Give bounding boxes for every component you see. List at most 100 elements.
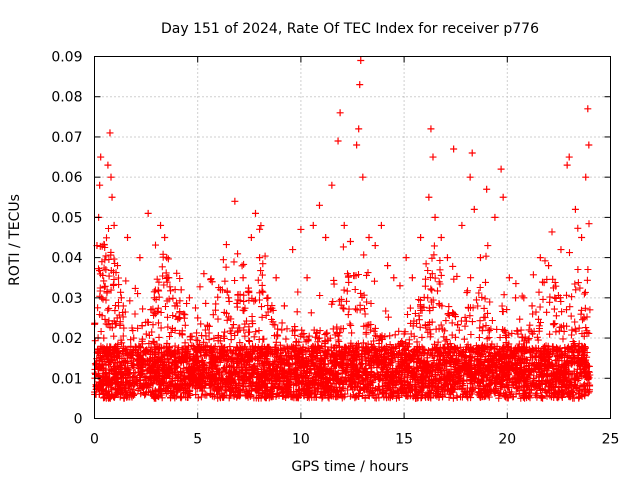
x-tick-label: 20 [498,432,516,448]
data-point-cloud [91,220,594,402]
data-point [247,234,255,241]
data-point [545,262,553,270]
data-point [272,274,280,282]
data-point [289,246,297,254]
y-tick-label: 0.06 [51,170,82,186]
data-point [322,234,330,241]
data-point [377,221,385,229]
data-point [584,105,592,113]
data-point [483,185,491,193]
data-points [91,57,594,402]
data-point [328,181,336,189]
data-point [468,149,476,157]
data-point [355,125,363,133]
data-point [256,254,264,262]
data-point [458,221,466,229]
data-point [353,141,361,149]
y-tick-label: 0.04 [51,251,82,267]
y-tick-label: 0.03 [51,291,82,307]
data-point [346,238,354,246]
data-point [303,274,311,282]
data-point [450,145,458,153]
data-point [194,314,202,322]
data-point [425,193,433,201]
y-tick-label: 0.07 [51,130,82,146]
data-point [200,270,208,278]
data-point [309,221,317,229]
data-point [177,286,185,294]
y-axis-label: ROTI / TECUs [7,194,23,286]
x-tick-label: 0 [90,432,99,448]
x-tick-label: 15 [395,432,413,448]
y-tick-label: 0.02 [51,331,82,347]
x-tick-label: 25 [602,432,620,448]
data-point [334,137,342,145]
data-point [429,153,437,161]
y-tick-label: 0 [74,412,83,428]
data-point [136,254,144,262]
data-point [239,274,247,282]
data-point [427,125,435,133]
data-point [96,181,104,189]
plot-frame [94,56,611,419]
data-point [582,173,590,181]
chart-title: Day 151 of 2024, Rate Of TEC Index for r… [161,21,539,37]
data-point [585,141,593,149]
data-point [336,109,344,117]
data-point [117,294,125,302]
data-point [365,234,373,241]
data-point [443,254,451,262]
data-point [157,221,165,229]
data-point [499,193,507,201]
data-point [476,254,484,262]
x-tick-label: 5 [193,432,202,448]
data-point [536,254,544,262]
data-point [470,205,478,213]
data-point [520,294,528,302]
data-point [340,221,348,229]
x-axis-label: GPS time / hours [291,459,408,475]
data-point [505,274,513,282]
data-point [371,242,379,250]
data-point [106,129,114,137]
grid-lines [94,56,611,419]
data-point [357,57,365,65]
data-point [264,294,272,302]
data-point [161,234,169,241]
x-tick-label: 10 [292,432,310,448]
data-point [107,173,115,181]
data-point [557,246,565,254]
data-point [408,274,416,282]
data-point [466,173,474,181]
data-point [356,81,364,89]
data-point [396,282,404,290]
data-point [231,197,239,205]
data-point [384,262,392,270]
data-point [124,234,132,241]
data-point [144,209,152,217]
y-tick-label: 0.01 [51,371,82,387]
data-point [315,201,323,209]
data-point [251,209,259,217]
data-point [417,234,425,241]
y-tick-label: 0.08 [51,90,82,106]
data-point [102,266,110,274]
data-point [297,225,305,233]
data-point [110,221,118,229]
data-point [97,153,105,161]
data-point [150,294,158,302]
data-point [528,302,536,310]
data-point [491,213,499,221]
data-point [280,302,288,310]
data-point [130,334,138,342]
y-tick-label: 0.05 [51,210,82,226]
data-point [104,161,112,169]
data-point [185,294,193,302]
data-point [565,153,573,161]
data-point [512,294,520,302]
data-point [402,254,410,262]
data-point [437,234,445,241]
data-point [497,165,505,173]
axis-ticks: 0 5 10 15 20 25 0 0.01 0.02 0.03 0.04 0.05 0.06 0.07 0… [51,50,619,448]
y-tick-label: 0.09 [51,50,82,66]
